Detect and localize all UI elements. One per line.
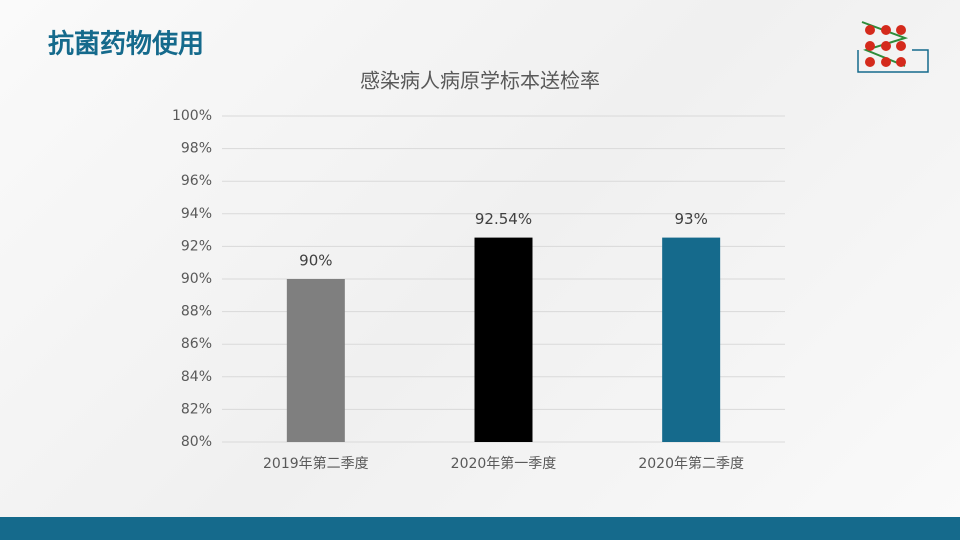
y-tick-label: 94% bbox=[181, 206, 212, 222]
y-tick-label: 98% bbox=[181, 141, 212, 157]
y-tick-label: 86% bbox=[181, 336, 212, 352]
x-tick-label: 2019年第二季度 bbox=[263, 455, 369, 472]
slide-title: 抗菌药物使用 bbox=[48, 29, 204, 60]
x-tick-label: 2020年第一季度 bbox=[451, 455, 557, 472]
chart-title: 感染病人病原学标本送检率 bbox=[360, 69, 600, 93]
logo bbox=[857, 21, 929, 73]
footer-bar bbox=[0, 517, 960, 540]
y-tick-label: 96% bbox=[181, 173, 212, 189]
y-tick-label: 82% bbox=[181, 401, 212, 417]
data-label: 90% bbox=[299, 252, 332, 270]
y-tick-label: 90% bbox=[181, 271, 212, 287]
data-label: 93% bbox=[674, 210, 707, 228]
y-tick-label: 88% bbox=[181, 304, 212, 320]
y-tick-label: 80% bbox=[181, 434, 212, 450]
bar bbox=[662, 237, 721, 442]
y-tick-label: 100% bbox=[172, 108, 212, 124]
x-tick-label: 2020年第二季度 bbox=[638, 455, 744, 472]
bar bbox=[474, 237, 533, 442]
y-tick-label: 84% bbox=[181, 369, 212, 385]
bar bbox=[286, 279, 345, 442]
y-tick-label: 92% bbox=[181, 238, 212, 254]
data-label: 92.54% bbox=[475, 210, 532, 228]
